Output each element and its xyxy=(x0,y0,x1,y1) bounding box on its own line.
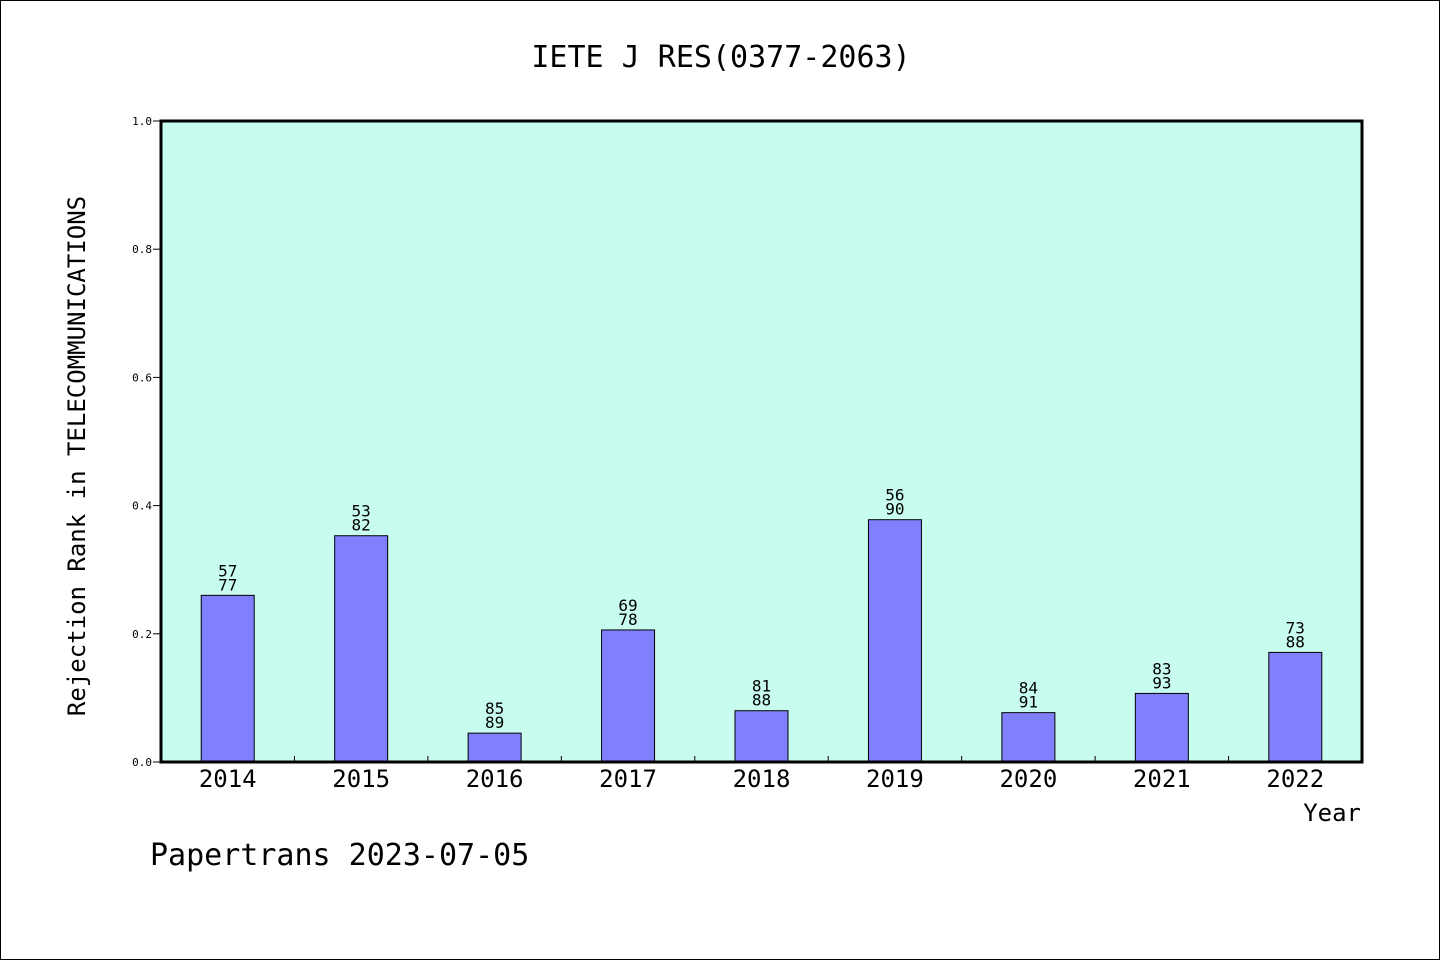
x-tick-label: 2020 xyxy=(999,765,1057,793)
bar-2014 xyxy=(200,594,255,763)
bar-2017 xyxy=(601,629,656,763)
x-tick-label: 2021 xyxy=(1133,765,1191,793)
bar-2022 xyxy=(1268,651,1323,763)
x-tick-label: 2019 xyxy=(866,765,924,793)
x-axis-ticks: 2014 2015 2016 2017 2018 2019 2020 2021 2022 xyxy=(199,756,1324,793)
bar-label-top: 69 xyxy=(618,596,637,615)
x-tick-label: 2015 xyxy=(332,765,390,793)
bar-label-top: 57 xyxy=(218,561,237,580)
x-axis-label: Year xyxy=(1303,799,1361,827)
footer-credit: Papertrans 2023-07-05 xyxy=(150,838,529,873)
bar-label-top: 81 xyxy=(752,677,771,696)
y-tick-label: 0.0 xyxy=(132,756,152,769)
bar-label-top: 53 xyxy=(352,502,371,521)
bar-label-bottom: 88 xyxy=(752,691,771,710)
x-tick-label: 2017 xyxy=(599,765,657,793)
bar-label-bottom: 77 xyxy=(218,575,237,594)
x-tick-label: 2018 xyxy=(733,765,791,793)
chart-title: IETE J RES(0377-2063) xyxy=(531,40,910,75)
plot-border xyxy=(159,119,1364,764)
x-tick-label: 2014 xyxy=(199,765,257,793)
bar-label-bottom: 90 xyxy=(885,500,904,519)
bar-2018 xyxy=(734,710,789,763)
y-tick-label: 1.0 xyxy=(132,115,152,128)
y-tick-label: 0.2 xyxy=(132,628,152,641)
bar-label-bottom: 93 xyxy=(1152,673,1171,692)
y-axis-label: Rejection Rank in TELECOMMUNICATIONS xyxy=(63,196,91,716)
bar-label-bottom: 89 xyxy=(485,713,504,732)
y-tick-label: 0.6 xyxy=(132,371,152,384)
bar-label-top: 84 xyxy=(1019,679,1038,698)
bar-label-top: 73 xyxy=(1286,618,1305,637)
bar-label-top: 83 xyxy=(1152,659,1171,678)
bar-2019 xyxy=(867,519,922,763)
bar-label-bottom: 82 xyxy=(352,516,371,535)
y-tick-label: 0.8 xyxy=(132,243,152,256)
bar-label-top: 56 xyxy=(885,486,904,505)
bar-label-bottom: 88 xyxy=(1286,632,1305,651)
x-tick-label: 2016 xyxy=(466,765,524,793)
y-axis-ticks: 0.0 0.2 0.4 0.6 0.8 1.0 xyxy=(132,115,161,769)
bars-group xyxy=(200,519,1323,763)
bar-2015 xyxy=(334,535,389,763)
bar-label-bottom: 78 xyxy=(618,610,637,629)
bar-label-bottom: 91 xyxy=(1019,693,1038,712)
y-tick-label: 0.4 xyxy=(132,500,152,513)
bar-2021 xyxy=(1134,692,1189,763)
bar-label-top: 85 xyxy=(485,699,504,718)
bar-2020 xyxy=(1001,712,1056,763)
x-tick-label: 2022 xyxy=(1266,765,1324,793)
bar-2016 xyxy=(467,732,522,763)
